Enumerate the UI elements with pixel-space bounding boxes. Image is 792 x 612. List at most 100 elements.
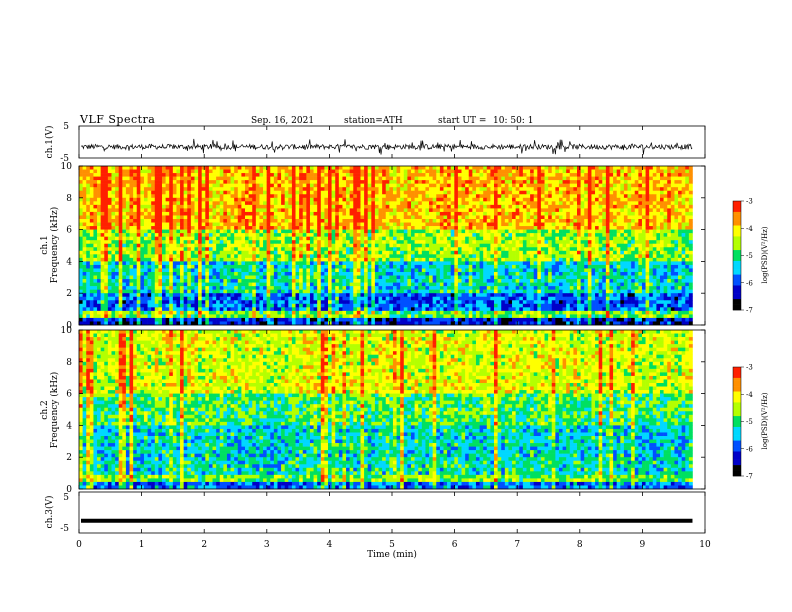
spectrogram-cell [306,194,311,199]
spectrogram-cell [295,208,300,213]
spectrogram-cell [522,180,527,184]
spectrogram-cell [613,197,617,202]
spectrogram-cell [382,190,387,195]
spectrogram-cell [295,236,300,241]
spectrogram-cell [140,201,145,206]
spectrogram-cell [432,215,437,220]
spectrogram-cell [429,233,433,237]
spectrogram-cell [367,243,372,248]
spectrogram-cell [468,229,473,234]
spectrogram-cell [349,194,354,199]
spectrogram-cell [154,240,159,245]
spectrogram-cell [609,187,614,192]
spectrogram-cell [187,215,192,220]
spectrogram-cell [649,194,654,199]
spectrogram-cell [187,194,192,199]
spectrogram-cell [82,197,87,202]
spectrogram-cell [176,197,181,202]
spectrogram-cell [497,211,502,216]
spectrogram-cell [447,176,451,181]
spectrogram-cell [313,180,318,184]
spectrogram-cell [598,173,603,177]
spectrogram-cell [219,247,224,252]
spectrogram-cell [234,176,239,181]
spectrogram-cell [100,226,105,230]
spectrogram-cell [616,169,621,174]
spectrogram-cell [190,215,195,220]
spectrogram-cell [245,211,249,216]
spectrogram-cell [537,183,542,188]
spectrogram-cell [198,211,202,216]
spectrogram-cell [512,229,516,234]
spectrogram-cell [79,254,83,259]
spectrogram-cell [385,254,390,259]
spectrogram-cell [169,250,174,255]
spectrogram-cell [504,169,509,174]
spectrogram-cell [530,219,534,223]
spectrogram-cell [125,201,130,206]
spectrogram-cell [158,173,163,177]
spectrogram-cell [180,226,184,230]
spectrogram-cell [360,233,365,237]
spectrogram-cell [237,169,242,174]
spectrogram-cell [378,236,383,241]
spectrogram-cell [129,194,134,199]
spectrogram-cell [270,211,275,216]
spectrogram-cell [587,180,592,184]
spectrogram-cell [306,169,311,174]
spectrogram-cell [194,240,199,245]
spectrogram-cell [255,211,260,216]
spectrogram-cell [605,176,610,181]
spectrogram-cell [638,250,643,255]
spectrogram-cell [335,250,340,255]
spectrogram-cell [306,247,311,252]
spectrogram-cell [216,173,221,177]
spectrogram-cell [573,261,578,266]
spectrogram-cell [284,257,289,262]
spectrogram-cell [86,180,91,184]
spectrogram-cell [158,261,163,266]
spectrogram-cell [237,240,242,245]
spectrogram-cell [212,247,217,252]
spectrogram-cell [107,194,112,199]
spectrogram-cell [447,183,451,188]
spectrogram-cell [580,233,585,237]
spectrogram-cell [400,208,405,213]
spectrogram-cell [349,166,354,170]
spectrogram-cell [79,233,83,237]
spectrogram-cell [382,169,387,174]
spectrogram-cell [432,261,437,266]
spectrogram-cell [616,197,621,202]
spectrogram-cell [663,222,668,227]
spectrogram-cell [591,187,596,192]
spectrogram-cell [259,222,264,227]
spectrogram-cell [501,229,506,234]
spectrogram-cell [259,208,264,213]
spectrogram-cell [284,208,289,213]
spectrogram-cell [392,211,397,216]
spectrogram-cell [342,169,347,174]
spectrogram-cell [104,166,109,170]
spectrogram-cell [616,173,621,177]
spectrogram-cell [100,166,105,170]
spectrogram-cell [631,264,636,269]
spectrogram-cell [678,261,682,266]
spectrogram-cell [522,166,527,170]
spectrogram-cell [486,215,491,220]
spectrogram-cell [490,247,495,252]
spectrogram-cell [360,208,365,213]
spectrogram-cell [457,208,462,213]
spectrogram-cell [118,250,123,255]
spectrogram-cell [468,264,473,269]
spectrogram-cell [652,201,657,206]
spectrogram-cell [374,264,379,269]
spectrogram-cell [374,166,379,170]
spectrogram-cell [187,247,192,252]
spectrogram-cell [584,201,589,206]
spectrogram-cell [382,229,387,234]
spectrogram-cell [201,194,206,199]
spectrogram-cell [663,166,668,170]
spectrogram-cell [389,247,394,252]
spectrogram-cell [216,194,221,199]
spectrogram-cell [461,166,466,170]
